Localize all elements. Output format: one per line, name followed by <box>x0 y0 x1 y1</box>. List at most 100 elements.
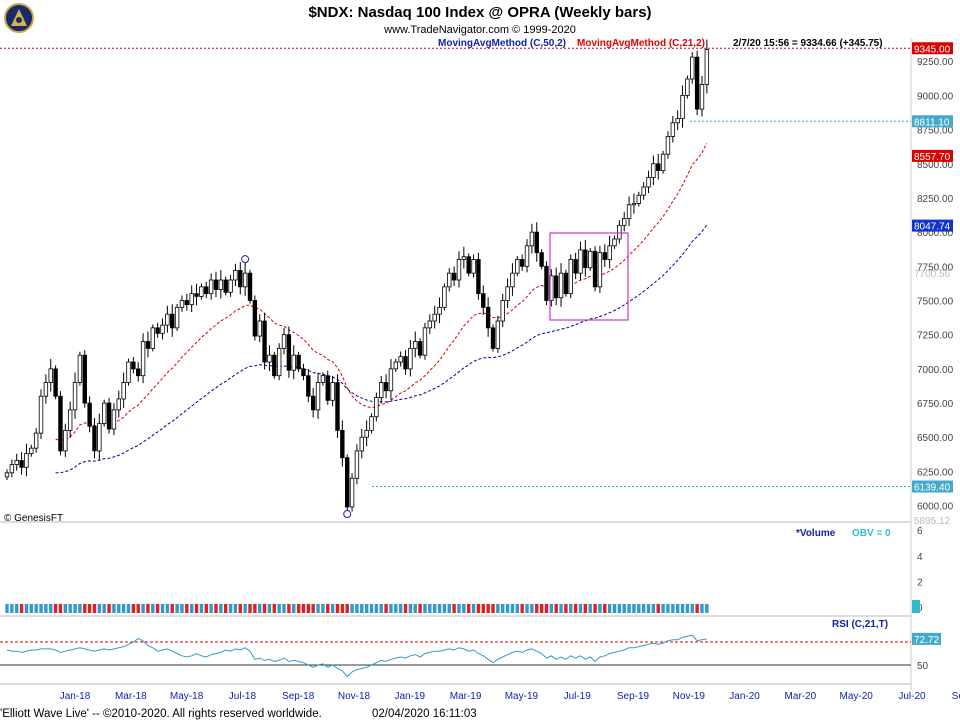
volume-bar <box>539 604 544 613</box>
candle <box>622 218 627 226</box>
legend-ma21[interactable]: MovingAvgMethod (C,21,2) <box>577 38 705 49</box>
volume-bar <box>695 604 699 613</box>
x-tick-label: Mar-18 <box>115 691 147 702</box>
price-tag-label: 6139.40 <box>914 483 951 494</box>
volume-bar <box>238 604 242 613</box>
candle <box>388 368 394 392</box>
volume-bar <box>296 604 301 613</box>
candle <box>291 354 296 371</box>
price-tick-label: 8250.00 <box>917 194 954 205</box>
volume-bar <box>369 604 374 613</box>
volume-legend: *Volume <box>796 528 836 539</box>
candle <box>315 382 321 411</box>
candle <box>14 460 19 465</box>
x-tick-label: Sep-18 <box>282 691 315 702</box>
volume-bar <box>598 604 602 613</box>
price-tick-label: 7000.00 <box>917 365 954 376</box>
x-tick-label: Jul-18 <box>229 691 257 702</box>
volume-bar <box>277 604 281 613</box>
candle <box>340 429 345 459</box>
volume-bar <box>24 604 29 613</box>
volume-bar <box>656 604 660 613</box>
volume-bar <box>525 604 529 613</box>
volume-bar <box>705 604 709 613</box>
candle <box>588 250 593 269</box>
candle <box>106 402 112 430</box>
candle <box>437 306 442 315</box>
volume-bar <box>340 604 345 613</box>
volume-bar <box>622 604 626 613</box>
candle <box>87 402 92 427</box>
x-tick-label: May-20 <box>840 691 874 702</box>
candle <box>461 256 467 260</box>
x-axis: Jan-18 Mar-18 May-18 Jul-18 Sep-18 Nov-18 Jan-… <box>60 691 960 702</box>
volume-bar <box>588 604 592 613</box>
volume-bar <box>520 604 524 613</box>
candle <box>301 368 306 377</box>
candle <box>33 432 39 449</box>
candle <box>160 324 165 334</box>
candle <box>607 245 612 260</box>
candle <box>267 354 272 363</box>
volume-bar <box>374 604 379 613</box>
candle <box>539 252 544 267</box>
watermark: © GenesisFT <box>4 513 63 524</box>
volume-bar <box>78 604 82 613</box>
volume-bar <box>646 604 651 613</box>
volume-bar <box>423 604 427 613</box>
candle <box>670 122 676 137</box>
obv-legend: OBV = 0 <box>852 528 891 539</box>
volume-bar <box>102 604 106 613</box>
candle <box>495 320 501 349</box>
candle <box>252 300 258 337</box>
candle <box>660 153 666 172</box>
candle <box>519 259 525 267</box>
volume-bar <box>287 604 291 613</box>
candle <box>67 409 73 431</box>
price-tag-label: 5895.12 <box>914 516 951 527</box>
candle <box>432 313 437 322</box>
legend-ma50[interactable]: MovingAvgMethod (C,50,2) <box>438 38 566 49</box>
volume-bar <box>398 604 403 613</box>
candle <box>685 78 690 96</box>
candle <box>238 270 243 288</box>
volume-bar <box>335 604 340 613</box>
volume-bar <box>476 604 481 613</box>
volume-tick-label: 4 <box>917 552 923 563</box>
candle <box>359 436 364 452</box>
candle <box>19 460 24 468</box>
volume-bar <box>131 604 136 613</box>
rsi-line <box>6 634 707 678</box>
candle <box>481 293 486 308</box>
candle <box>592 250 598 288</box>
volume-bar <box>97 604 102 613</box>
price-tick-label: 7750.00 <box>917 262 954 273</box>
candle <box>155 327 160 334</box>
candle <box>646 177 651 188</box>
candle <box>296 354 301 370</box>
volume-bar <box>136 604 140 613</box>
volume-bar <box>214 604 218 613</box>
candle <box>82 354 87 404</box>
volume-bar <box>146 604 150 613</box>
candle <box>456 259 462 281</box>
price-tick-label: 9250.00 <box>917 57 954 68</box>
volume-bar <box>690 604 694 613</box>
volume-bar <box>165 604 170 613</box>
volume-bar <box>418 604 422 613</box>
volume-bar <box>258 604 262 613</box>
price-tick-label: 6500.00 <box>917 433 954 444</box>
candle <box>38 395 44 434</box>
candle <box>272 354 277 377</box>
candle <box>451 272 457 281</box>
x-tick-label: Jan-19 <box>395 691 426 702</box>
volume-bar <box>175 604 179 613</box>
x-tick-label: Mar-19 <box>450 691 482 702</box>
volume-value-tag <box>912 600 920 613</box>
consolidation-box <box>549 232 629 321</box>
volume-bar <box>233 604 238 613</box>
candle <box>92 425 97 452</box>
volume-bar <box>350 604 354 613</box>
candle <box>58 395 63 452</box>
pivot-marker <box>343 510 352 519</box>
